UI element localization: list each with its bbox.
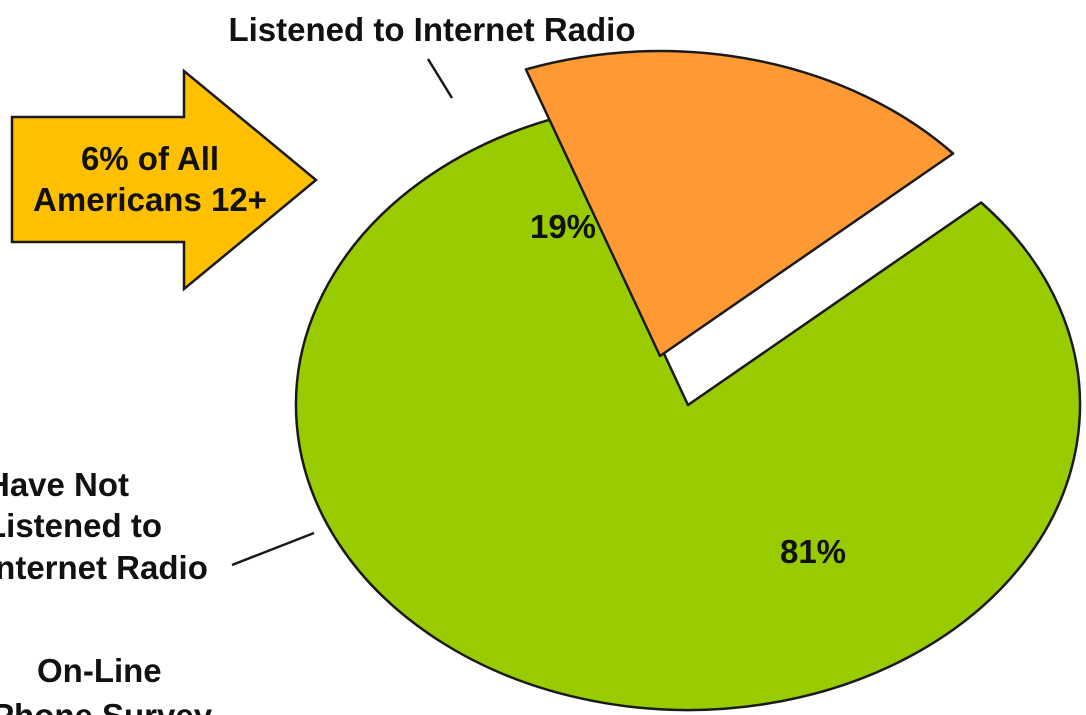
pie-slice-not-listened <box>294 117 1082 712</box>
source-note-line-2: Phone Survey <box>0 697 213 715</box>
slice-label-not-listened-3: Internet Radio <box>0 549 208 586</box>
slice-value-not-listened: 81% <box>780 533 846 570</box>
slice-value-listened: 19% <box>530 208 596 245</box>
callout-arrow <box>10 68 318 292</box>
callout-line-2: Americans 12+ <box>33 181 267 218</box>
leader-line-not-listened <box>231 531 315 567</box>
pie-slice-listened <box>524 49 955 358</box>
source-note-line-1: On-Line <box>37 652 162 689</box>
slice-label-listened: Listened to Internet Radio <box>228 11 635 48</box>
leader-line-listened <box>426 58 454 99</box>
slice-label-not-listened-2: Listened to <box>0 507 162 544</box>
callout-line-1: 6% of All <box>81 140 219 177</box>
slice-label-not-listened-1: Have Not <box>0 466 129 503</box>
